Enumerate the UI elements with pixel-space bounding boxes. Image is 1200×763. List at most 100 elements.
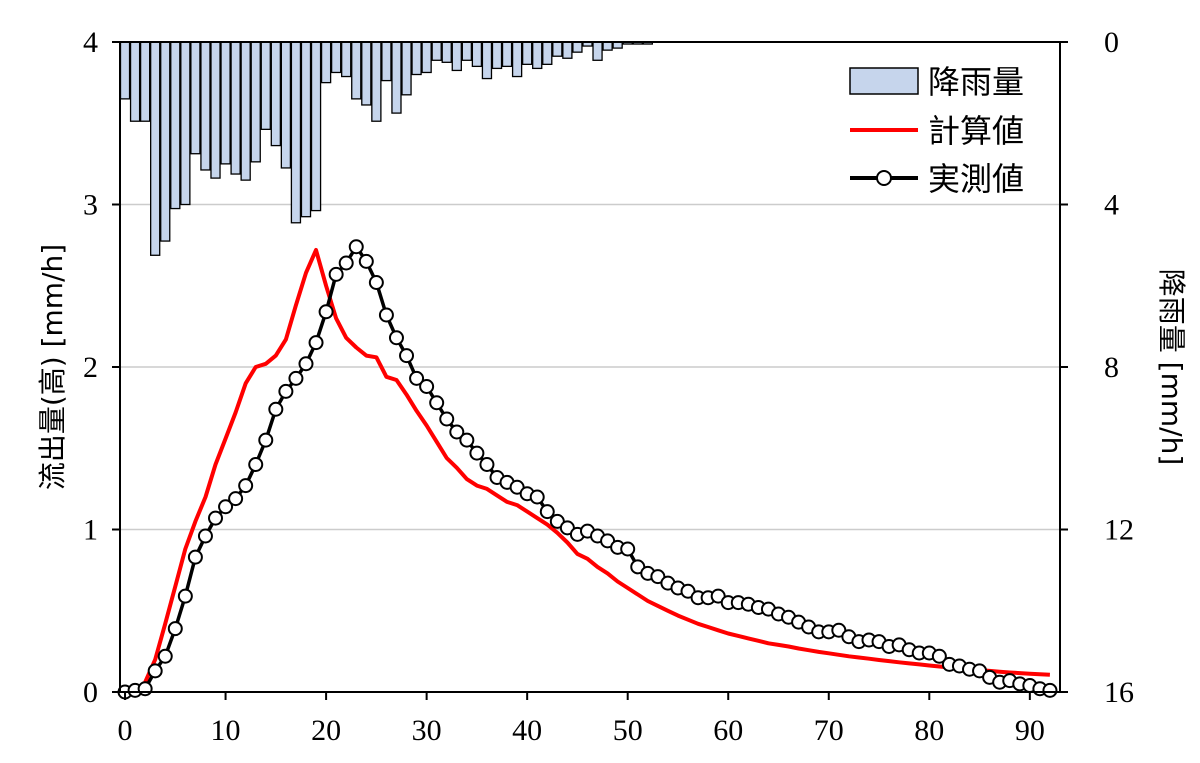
rainfall-bar	[371, 41, 382, 122]
observed-series	[117, 239, 1058, 700]
rainfall-bar	[602, 41, 613, 51]
rainfall-bar	[411, 41, 422, 76]
rainfall-bar	[351, 41, 362, 100]
y2-tick-label: 4	[1104, 189, 1119, 222]
observed-point	[258, 432, 274, 448]
rainfall-bar	[471, 41, 483, 68]
observed-point	[419, 379, 435, 394]
observed-point	[449, 424, 465, 440]
y-right-tick-labels: 0 4 8 12 16	[1104, 26, 1134, 709]
observed-point	[1042, 682, 1058, 698]
observed-point	[388, 330, 404, 346]
x-tick-label: 10	[211, 714, 241, 747]
rainfall-bar	[572, 41, 583, 53]
x-tick-label: 80	[914, 714, 944, 747]
observed-point	[228, 491, 244, 507]
rainfall-bar	[310, 41, 322, 212]
x-tick-label: 30	[412, 714, 442, 747]
rainfall-bar	[119, 41, 131, 100]
observed-point	[539, 504, 555, 520]
rainfall-bar	[150, 41, 161, 256]
rainfall-bar	[190, 41, 201, 155]
y-tick-label: 1	[83, 514, 98, 547]
rainfall-bar	[170, 41, 181, 210]
legend: 降雨量 計算値 実測値	[849, 63, 1024, 198]
rainfall-bar	[280, 41, 292, 169]
rainfall-bar	[320, 41, 332, 84]
rainfall-bar	[532, 41, 543, 70]
observed-point	[308, 335, 324, 351]
observed-point	[358, 253, 374, 269]
x-tick-labels: 0 10 20 30 40 50 60 70 80 90	[118, 714, 1045, 747]
rainfall-bar	[511, 41, 523, 78]
rainfall-bars	[119, 41, 653, 256]
rainfall-bar	[592, 41, 603, 61]
rainfall-bar	[431, 41, 442, 61]
calculated-series	[124, 248, 1050, 694]
rainfall-bar	[230, 41, 241, 175]
y-left-tick-labels: 0 1 2 3 4	[83, 26, 98, 709]
rainfall-bar	[139, 41, 151, 122]
observed-point	[167, 621, 183, 637]
y-tick-label: 4	[83, 26, 98, 59]
observed-point	[208, 510, 224, 526]
y2-tick-label: 16	[1104, 676, 1134, 709]
observed-point	[147, 663, 163, 679]
calculated-line	[124, 248, 1050, 694]
rainfall-bar	[180, 41, 191, 206]
rainfall-bar	[129, 41, 141, 122]
rainfall-bar	[552, 41, 563, 57]
observed-point	[409, 370, 425, 386]
observed-point	[248, 457, 264, 472]
observed-point	[197, 528, 213, 544]
y2-tick-label: 12	[1104, 514, 1134, 547]
rainfall-bar	[220, 41, 231, 165]
y-tick-label: 0	[83, 676, 98, 709]
observed-point	[459, 432, 475, 448]
rainfall-bar	[501, 41, 513, 68]
observed-point	[338, 255, 354, 271]
rainfall-bar	[270, 41, 282, 147]
rainfall-bar	[260, 41, 271, 130]
legend-calculated-label: 計算値	[928, 112, 1024, 150]
y-axis-title-right: 降雨量 [mm/h]	[1155, 269, 1188, 465]
rainfall-bar	[481, 41, 493, 80]
observed-point	[378, 307, 394, 323]
x-tick-label: 70	[814, 714, 844, 747]
y-tick-label: 3	[83, 189, 98, 222]
observed-point	[278, 383, 294, 399]
x-tick-label: 50	[613, 714, 643, 747]
x-tick-label: 20	[311, 714, 341, 747]
observed-point	[288, 370, 304, 386]
legend-observed-marker	[876, 170, 892, 186]
rainfall-bar	[461, 41, 473, 61]
axis-ticks	[112, 41, 1068, 700]
observed-point	[318, 304, 334, 320]
observed-point	[137, 681, 153, 697]
rainfall-bar	[451, 41, 462, 72]
observed-point	[187, 549, 203, 565]
rainfall-bar	[441, 41, 452, 63]
rainfall-bar	[290, 41, 302, 224]
observed-point	[157, 648, 173, 664]
y2-tick-label: 0	[1104, 26, 1119, 59]
observed-point	[399, 348, 415, 364]
observed-point	[931, 648, 947, 664]
x-tick-label: 0	[118, 714, 133, 747]
rainfall-bar	[300, 41, 312, 218]
observed-point	[328, 266, 344, 282]
observed-point	[177, 588, 193, 604]
rainfall-bar	[250, 41, 261, 163]
observed-point	[469, 445, 485, 461]
rainfall-bar	[210, 41, 221, 179]
observed-point	[439, 411, 455, 427]
rainfall-bar	[401, 41, 412, 96]
observed-point	[429, 395, 445, 411]
rainfall-bar	[330, 41, 342, 74]
x-tick-label: 90	[1015, 714, 1045, 747]
observed-point	[268, 401, 284, 417]
x-tick-label: 40	[512, 714, 542, 747]
y-axis-title-left: 流出量(高) [mm/h]	[36, 244, 69, 490]
rainfall-bar	[361, 41, 372, 106]
